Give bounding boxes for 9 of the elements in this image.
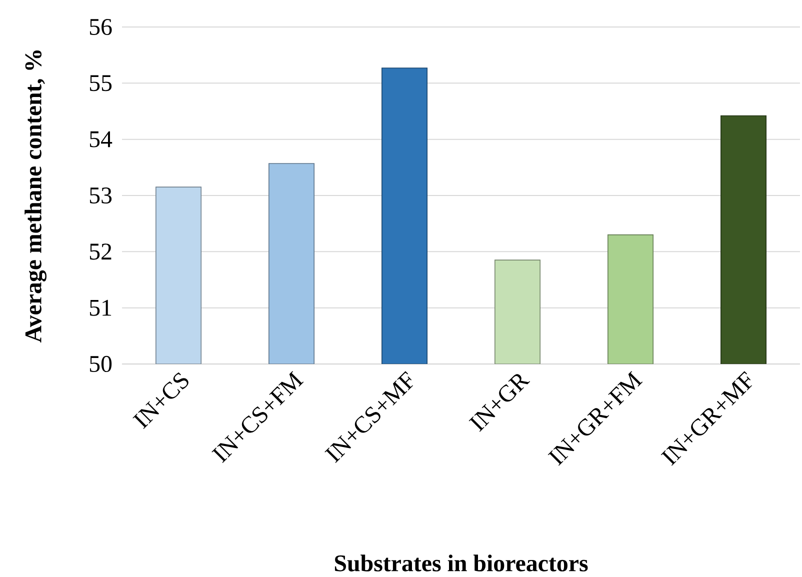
y-tick-label: 55 bbox=[90, 75, 112, 92]
y-tick-label: 53 bbox=[90, 187, 112, 204]
y-tick-label: 50 bbox=[90, 356, 112, 372]
y-tick-label: 52 bbox=[90, 244, 112, 260]
x-axis-title: Substrates in bioreactors bbox=[334, 554, 588, 572]
y-tick-label: 51 bbox=[90, 300, 112, 316]
y-axis-title: Average methane content, % bbox=[24, 50, 46, 342]
y-tick-label: 56 bbox=[90, 18, 112, 36]
y-tick-label: 54 bbox=[90, 131, 112, 148]
